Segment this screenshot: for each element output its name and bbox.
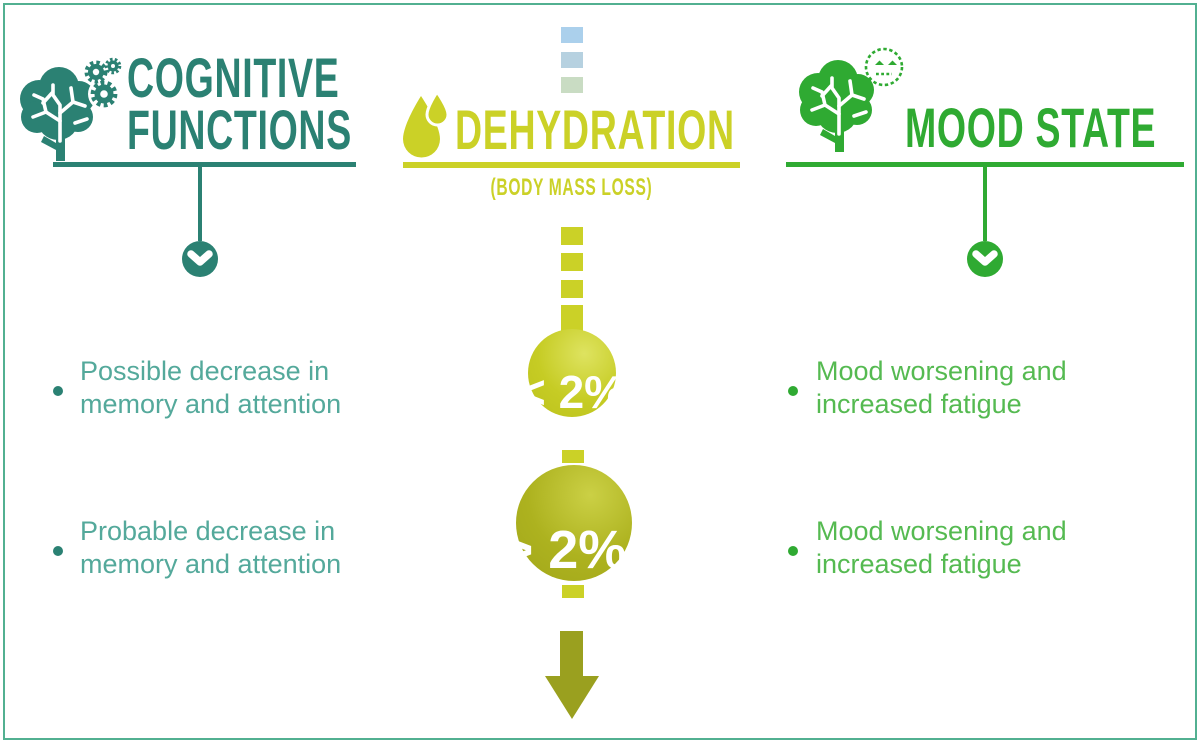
chevron-down-icon (182, 241, 218, 277)
scale-fade-square-3 (561, 77, 583, 93)
cognitive-connector-line (198, 167, 202, 241)
scale-fade-square-2 (561, 52, 583, 68)
dehydration-level-2-bulb: > 2% (502, 465, 632, 581)
mood-connector-line (983, 167, 987, 241)
cognitive-item-2: Probable decrease in memory and attentio… (80, 516, 342, 579)
scale-dash-1 (561, 227, 583, 245)
scale-dash-5 (562, 585, 584, 598)
dehydration-level-1-bulb: < 2% (519, 329, 625, 417)
brain-sad-face-icon (799, 47, 904, 152)
dehydration-level-1-label: < 2% (518, 366, 626, 418)
dehydration-underline (403, 162, 740, 168)
bullet-dot (53, 546, 63, 556)
cognitive-item-1: Possible decrease in memory and attentio… (80, 356, 342, 419)
scale-dash-2 (561, 253, 583, 271)
dehydration-subtitle: (BODY MASS LOSS) (490, 174, 653, 201)
mood-item-2: Mood worsening and increased fatigue (816, 516, 1067, 579)
water-drop-icon (403, 92, 449, 158)
mood-underline (786, 162, 1184, 167)
scale-stem (561, 305, 583, 335)
scale-dash-3 (561, 280, 583, 298)
cognitive-title-line1: COGNITIVE (127, 46, 340, 109)
mood-item-1: Mood worsening and increased fatigue (816, 356, 1067, 419)
chevron-down-icon (967, 241, 1003, 277)
sad-face-icon (864, 47, 904, 87)
scale-dash-4 (562, 450, 584, 463)
bullet-dot (53, 386, 63, 396)
gear-icon (82, 56, 123, 110)
bullet-dot (788, 386, 798, 396)
dehydration-level-2-label: > 2% (501, 520, 627, 580)
brain-gears-icon (20, 56, 123, 161)
mood-title: MOOD STATE (905, 96, 1157, 159)
cognitive-underline (53, 162, 356, 167)
dehydration-title: DEHYDRATION (455, 98, 735, 161)
cognitive-title-line2: FUNCTIONS (127, 98, 352, 161)
scale-fade-square-1 (561, 27, 583, 43)
bullet-dot (788, 546, 798, 556)
